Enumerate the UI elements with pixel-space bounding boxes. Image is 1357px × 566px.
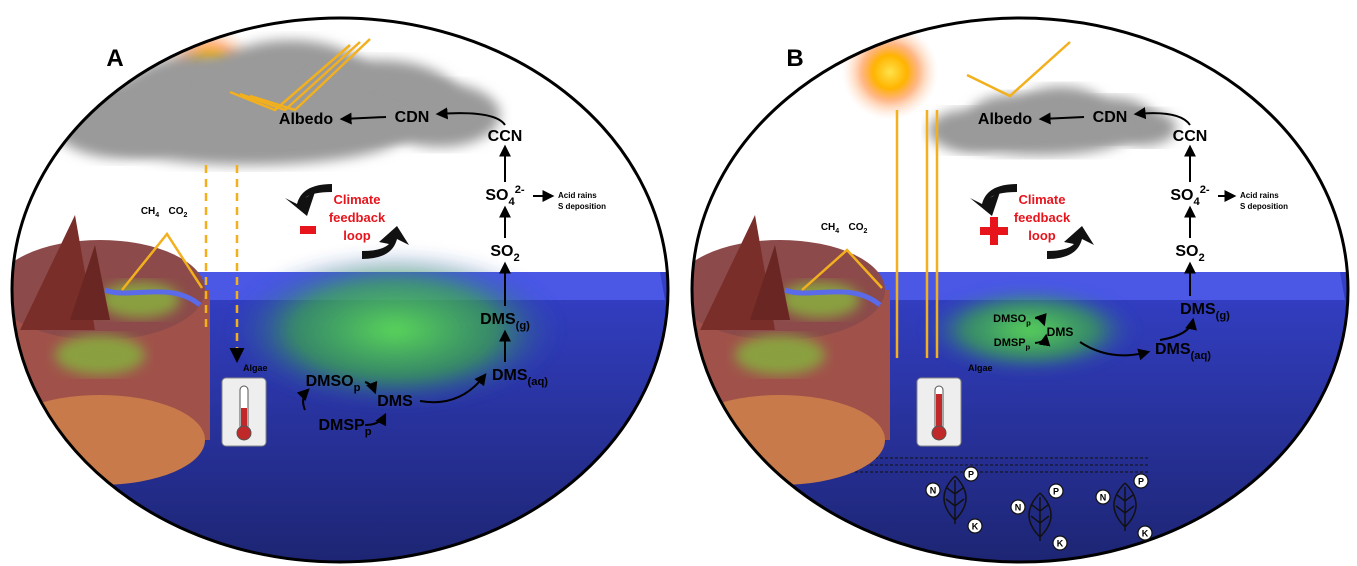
- cloud: [90, 95, 410, 165]
- feedback-label: feedback: [329, 210, 386, 225]
- nutrient-label: K: [972, 522, 979, 532]
- dms-gas-sub: (g): [1216, 310, 1231, 322]
- sulfur-dioxide-base: SO: [1175, 243, 1198, 260]
- thermometer-level: [936, 394, 942, 430]
- sulfate-base: SO: [1170, 187, 1193, 204]
- dmsp-sub: p: [365, 426, 372, 438]
- dmso-sub: p: [1026, 318, 1031, 327]
- methane-base: CH: [141, 206, 155, 217]
- acid-rains: Acid rains: [1240, 191, 1279, 200]
- algae-bloom: [225, 250, 565, 410]
- thermometer-bulb: [237, 426, 251, 440]
- nutrient-label: K: [1142, 529, 1149, 539]
- dmsp-base: DMSP: [318, 417, 365, 434]
- ccn: CCN: [1173, 128, 1208, 145]
- panel-label: A: [106, 45, 123, 72]
- carbon-dioxide-base: CO: [169, 206, 184, 217]
- methane-sub: 4: [835, 228, 839, 235]
- algae-bloom: [920, 285, 1140, 375]
- methane-base: CH: [821, 222, 835, 233]
- carbon-dioxide-sub: 2: [184, 212, 188, 219]
- dmso-base: DMSO: [993, 313, 1026, 325]
- nutrient-label: K: [1057, 539, 1064, 549]
- albedo: Albedo: [279, 111, 333, 128]
- panel-label: B: [786, 45, 803, 72]
- vegetation: [780, 282, 860, 318]
- feedback-label: feedback: [1014, 210, 1071, 225]
- nutrient-label: P: [1138, 477, 1144, 487]
- algae: Algae: [243, 363, 268, 373]
- carbon-dioxide-sub: 2: [864, 228, 868, 235]
- dms-gas-base: DMS: [1180, 301, 1216, 318]
- negative-sign: [300, 226, 316, 234]
- sulfate-sub: 4: [1193, 196, 1200, 208]
- sulfur-dioxide-sub: 2: [513, 252, 519, 264]
- dms-aqueous-base: DMS: [492, 367, 528, 384]
- sulfur-deposition: S deposition: [558, 202, 606, 211]
- sulfate-sub: 4: [508, 196, 515, 208]
- methane-sub: 4: [155, 212, 159, 219]
- sulfate-sup: 2-: [515, 184, 525, 196]
- vegetation: [735, 335, 825, 375]
- sulfate-base: SO: [485, 187, 508, 204]
- land-base: [675, 395, 885, 485]
- feedback-label: Climate: [1019, 192, 1066, 207]
- sun: [842, 24, 938, 120]
- figure: AAlbedoCDNCCNSO42-Acid rainsS deposition…: [0, 0, 1357, 566]
- feedback-label: loop: [343, 228, 370, 243]
- dms-aqueous-base: DMS: [1155, 341, 1191, 358]
- carbon-dioxide-base: CO: [849, 222, 864, 233]
- algae: Algae: [968, 363, 993, 373]
- nutrient-label: N: [1100, 493, 1107, 503]
- dms: DMS: [377, 393, 413, 410]
- dmso-sub: p: [354, 382, 361, 394]
- nutrient-label: N: [930, 486, 937, 496]
- dmsp-base: DMSP: [994, 337, 1026, 349]
- vegetation: [55, 335, 145, 375]
- dms-gas-base: DMS: [480, 311, 516, 328]
- cdn: CDN: [395, 109, 430, 126]
- scene-a: [0, 0, 680, 566]
- dmso-base: DMSO: [306, 373, 354, 390]
- sulfur-dioxide-base: SO: [490, 243, 513, 260]
- vegetation: [100, 282, 180, 318]
- nutrient-label: P: [1053, 487, 1059, 497]
- dms-aqueous-sub: (aq): [528, 376, 549, 388]
- ccn: CCN: [488, 128, 523, 145]
- dms: DMS: [1047, 325, 1074, 339]
- dms-gas-sub: (g): [516, 320, 531, 332]
- nutrient-label: N: [1015, 503, 1022, 513]
- land-base: [0, 395, 205, 485]
- sulfate-sup: 2-: [1200, 184, 1210, 196]
- acid-rains: Acid rains: [558, 191, 597, 200]
- albedo: Albedo: [978, 111, 1032, 128]
- nutrient-label: P: [968, 470, 974, 480]
- cdn: CDN: [1093, 109, 1128, 126]
- sulfur-deposition: S deposition: [1240, 202, 1288, 211]
- dmsp-sub: p: [1026, 342, 1031, 351]
- thermometer-bulb: [932, 426, 946, 440]
- dms-aqueous-sub: (aq): [1191, 350, 1212, 362]
- sulfur-dioxide-sub: 2: [1198, 252, 1204, 264]
- feedback-label: loop: [1028, 228, 1055, 243]
- feedback-label: Climate: [334, 192, 381, 207]
